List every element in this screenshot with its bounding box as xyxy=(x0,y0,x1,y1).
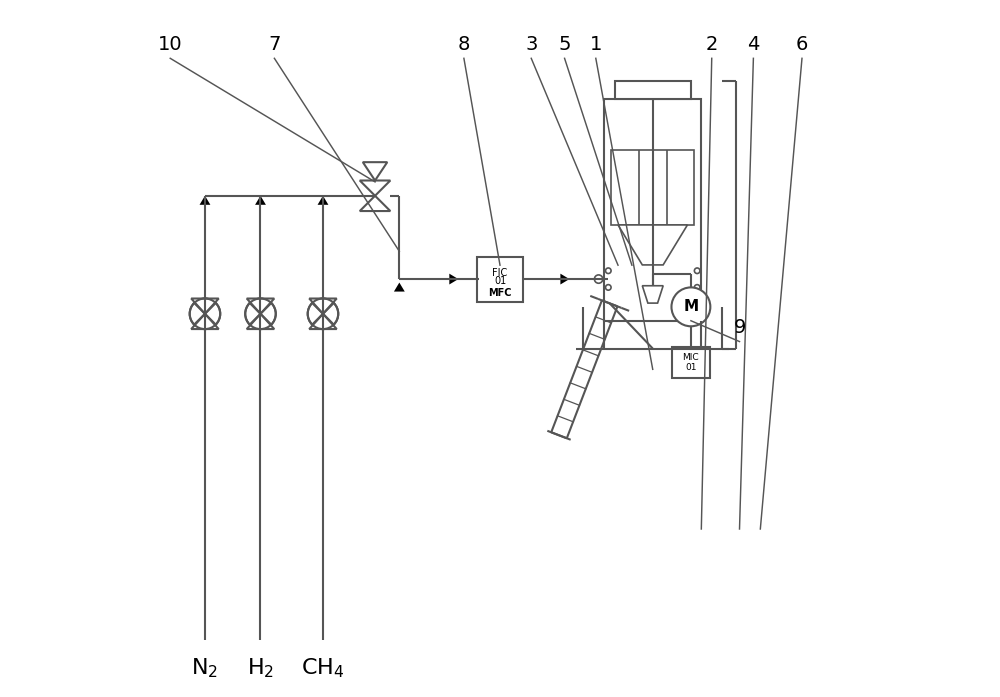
Text: M: M xyxy=(683,299,698,314)
Text: 01: 01 xyxy=(685,363,697,372)
Text: $\mathrm{CH_4}$: $\mathrm{CH_4}$ xyxy=(301,656,345,680)
Text: 10: 10 xyxy=(158,35,183,54)
Text: 9: 9 xyxy=(733,318,746,337)
Polygon shape xyxy=(255,196,266,205)
Text: 5: 5 xyxy=(558,35,571,54)
Bar xyxy=(615,82,691,98)
Circle shape xyxy=(671,287,710,326)
Text: MFC: MFC xyxy=(488,288,512,298)
Polygon shape xyxy=(363,162,387,181)
Text: 8: 8 xyxy=(458,35,470,54)
Polygon shape xyxy=(318,196,328,205)
Polygon shape xyxy=(191,298,219,314)
Polygon shape xyxy=(449,274,458,284)
Text: 6: 6 xyxy=(796,35,808,54)
Polygon shape xyxy=(200,196,210,205)
Text: 01: 01 xyxy=(494,276,506,286)
Text: $\mathrm{H_2}$: $\mathrm{H_2}$ xyxy=(247,656,274,680)
Polygon shape xyxy=(642,286,663,303)
Polygon shape xyxy=(309,314,337,329)
Polygon shape xyxy=(618,225,687,265)
Polygon shape xyxy=(247,298,274,314)
Bar xyxy=(604,98,701,321)
Text: MIC: MIC xyxy=(683,353,699,362)
Text: FIC: FIC xyxy=(492,268,508,278)
Polygon shape xyxy=(360,196,390,211)
Polygon shape xyxy=(247,314,274,329)
Text: 4: 4 xyxy=(747,35,760,54)
Polygon shape xyxy=(394,282,405,291)
Text: 1: 1 xyxy=(590,35,602,54)
Polygon shape xyxy=(560,274,569,284)
Polygon shape xyxy=(360,181,390,196)
Polygon shape xyxy=(309,298,337,314)
Text: 3: 3 xyxy=(525,35,537,54)
Polygon shape xyxy=(191,314,219,329)
Bar xyxy=(611,150,694,225)
Bar xyxy=(477,256,523,302)
Bar xyxy=(672,347,710,378)
Text: 2: 2 xyxy=(706,35,718,54)
Text: $\mathrm{N_2}$: $\mathrm{N_2}$ xyxy=(191,656,219,680)
Text: 7: 7 xyxy=(268,35,281,54)
